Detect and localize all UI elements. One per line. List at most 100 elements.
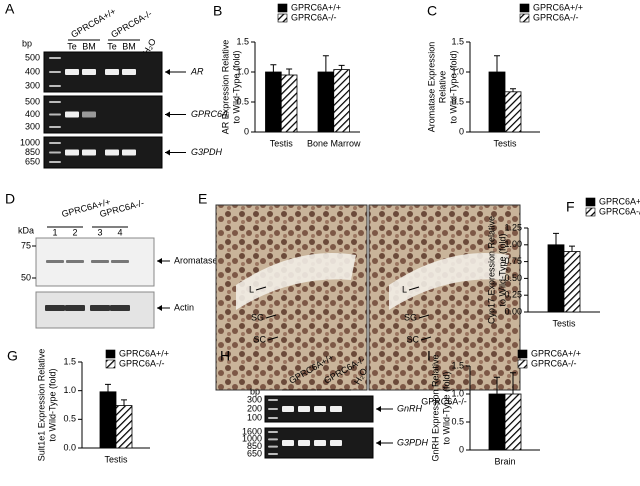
lumen	[236, 253, 356, 310]
legend-swatch	[105, 359, 116, 369]
cell-pointer	[408, 286, 420, 291]
unit-label: kDa	[18, 225, 34, 235]
y-tick-label: 0.00	[504, 306, 522, 316]
panel-letter: E	[198, 191, 207, 207]
error-bar	[510, 88, 516, 92]
error-bar	[105, 383, 111, 392]
bar	[280, 74, 298, 133]
legend-label: GPRC6A-/-	[291, 12, 337, 22]
y-tick-label: 1.5	[451, 360, 464, 370]
band	[268, 445, 278, 448]
bar	[504, 393, 522, 451]
x-tick-label: Testis	[104, 454, 128, 464]
error-bar	[270, 64, 277, 72]
lane-label: 4	[117, 227, 122, 237]
band	[49, 142, 61, 144]
y-tick-label: 1.5	[451, 36, 464, 46]
bp-title: bp	[250, 386, 260, 396]
cell-label: L	[249, 284, 254, 294]
y-tick-label: 1.0	[236, 66, 249, 76]
legend-label: GPRC6A-/-	[531, 358, 577, 368]
legend-label: GPRC6A-/-	[599, 206, 640, 216]
bp-label: 650	[247, 448, 262, 458]
cell-label: L	[402, 284, 407, 294]
x-tick-label: Testis	[493, 138, 517, 148]
legend-label: GPRC6A+/+	[531, 348, 581, 358]
lane-label: Te	[67, 41, 77, 51]
band	[330, 440, 342, 446]
gel	[43, 51, 163, 93]
gene-label: G3PDH	[191, 147, 223, 157]
error-bar	[286, 68, 293, 75]
band	[314, 406, 326, 412]
cell-pointer	[265, 314, 277, 319]
lane-label: 2	[72, 227, 77, 237]
lumen	[389, 253, 509, 310]
band	[91, 260, 109, 263]
cell-label: SC	[253, 334, 266, 344]
band	[49, 57, 61, 59]
kda-label: 50	[21, 272, 31, 282]
band	[49, 161, 61, 163]
arrow-head	[165, 149, 170, 156]
bp-label: 1600	[242, 426, 262, 436]
band	[314, 440, 326, 446]
y-axis-label: GnRH Expression Relative	[430, 354, 440, 461]
band	[65, 69, 79, 75]
gel	[43, 136, 163, 169]
protein-label: Actin	[174, 302, 194, 312]
gene-label: AR	[190, 66, 204, 76]
bar	[333, 69, 350, 133]
cell-pointer	[255, 286, 267, 291]
y-tick-label: 0.75	[504, 256, 522, 266]
band	[268, 399, 278, 401]
band	[49, 71, 61, 73]
band	[90, 305, 110, 311]
arrow-head	[165, 111, 170, 118]
gene-label: G3PDH	[397, 437, 429, 447]
band	[282, 406, 294, 412]
lane-label: BM	[122, 41, 136, 51]
band	[82, 149, 96, 156]
y-axis-label: to Wild-Type (fold)	[497, 233, 507, 306]
band	[268, 453, 278, 455]
band	[49, 113, 61, 116]
bp-label: 1000	[242, 434, 262, 444]
band	[268, 408, 278, 410]
x-tick-label: Testis	[270, 138, 294, 148]
band	[111, 260, 129, 263]
band	[49, 151, 61, 154]
band	[66, 260, 84, 263]
arrow-head	[157, 305, 162, 311]
arrow-head	[376, 440, 381, 446]
y-axis-label: Sult1e1 Expression Relative	[36, 349, 46, 462]
cell-pointer	[267, 336, 279, 341]
bp-label: 650	[25, 156, 40, 166]
bp-label: 400	[25, 109, 40, 119]
y-axis-label: Aromatase Expression	[426, 42, 436, 133]
band	[65, 305, 85, 311]
y-tick-label: 0	[459, 444, 464, 454]
panel-letter: I	[427, 348, 431, 364]
legend-swatch	[277, 13, 288, 23]
band	[49, 101, 61, 103]
band	[110, 305, 130, 311]
legend-label: GPRC6A-/-	[533, 12, 579, 22]
band	[268, 431, 278, 433]
y-tick-label: 1.00	[504, 239, 522, 249]
error-bar	[121, 399, 127, 406]
cell-label: SG	[404, 312, 417, 322]
y-tick-label: 1.5	[63, 356, 76, 366]
band	[65, 149, 79, 156]
bp-label: 100	[247, 412, 262, 422]
legend-swatch	[517, 349, 528, 359]
legend-swatch	[105, 349, 116, 359]
legend-swatch	[517, 359, 528, 369]
band	[298, 440, 310, 446]
band	[65, 111, 79, 118]
band	[330, 406, 342, 412]
bp-label: 200	[247, 403, 262, 413]
band	[45, 305, 65, 311]
y-axis-label: to Wild-Type (fold)	[47, 368, 57, 441]
